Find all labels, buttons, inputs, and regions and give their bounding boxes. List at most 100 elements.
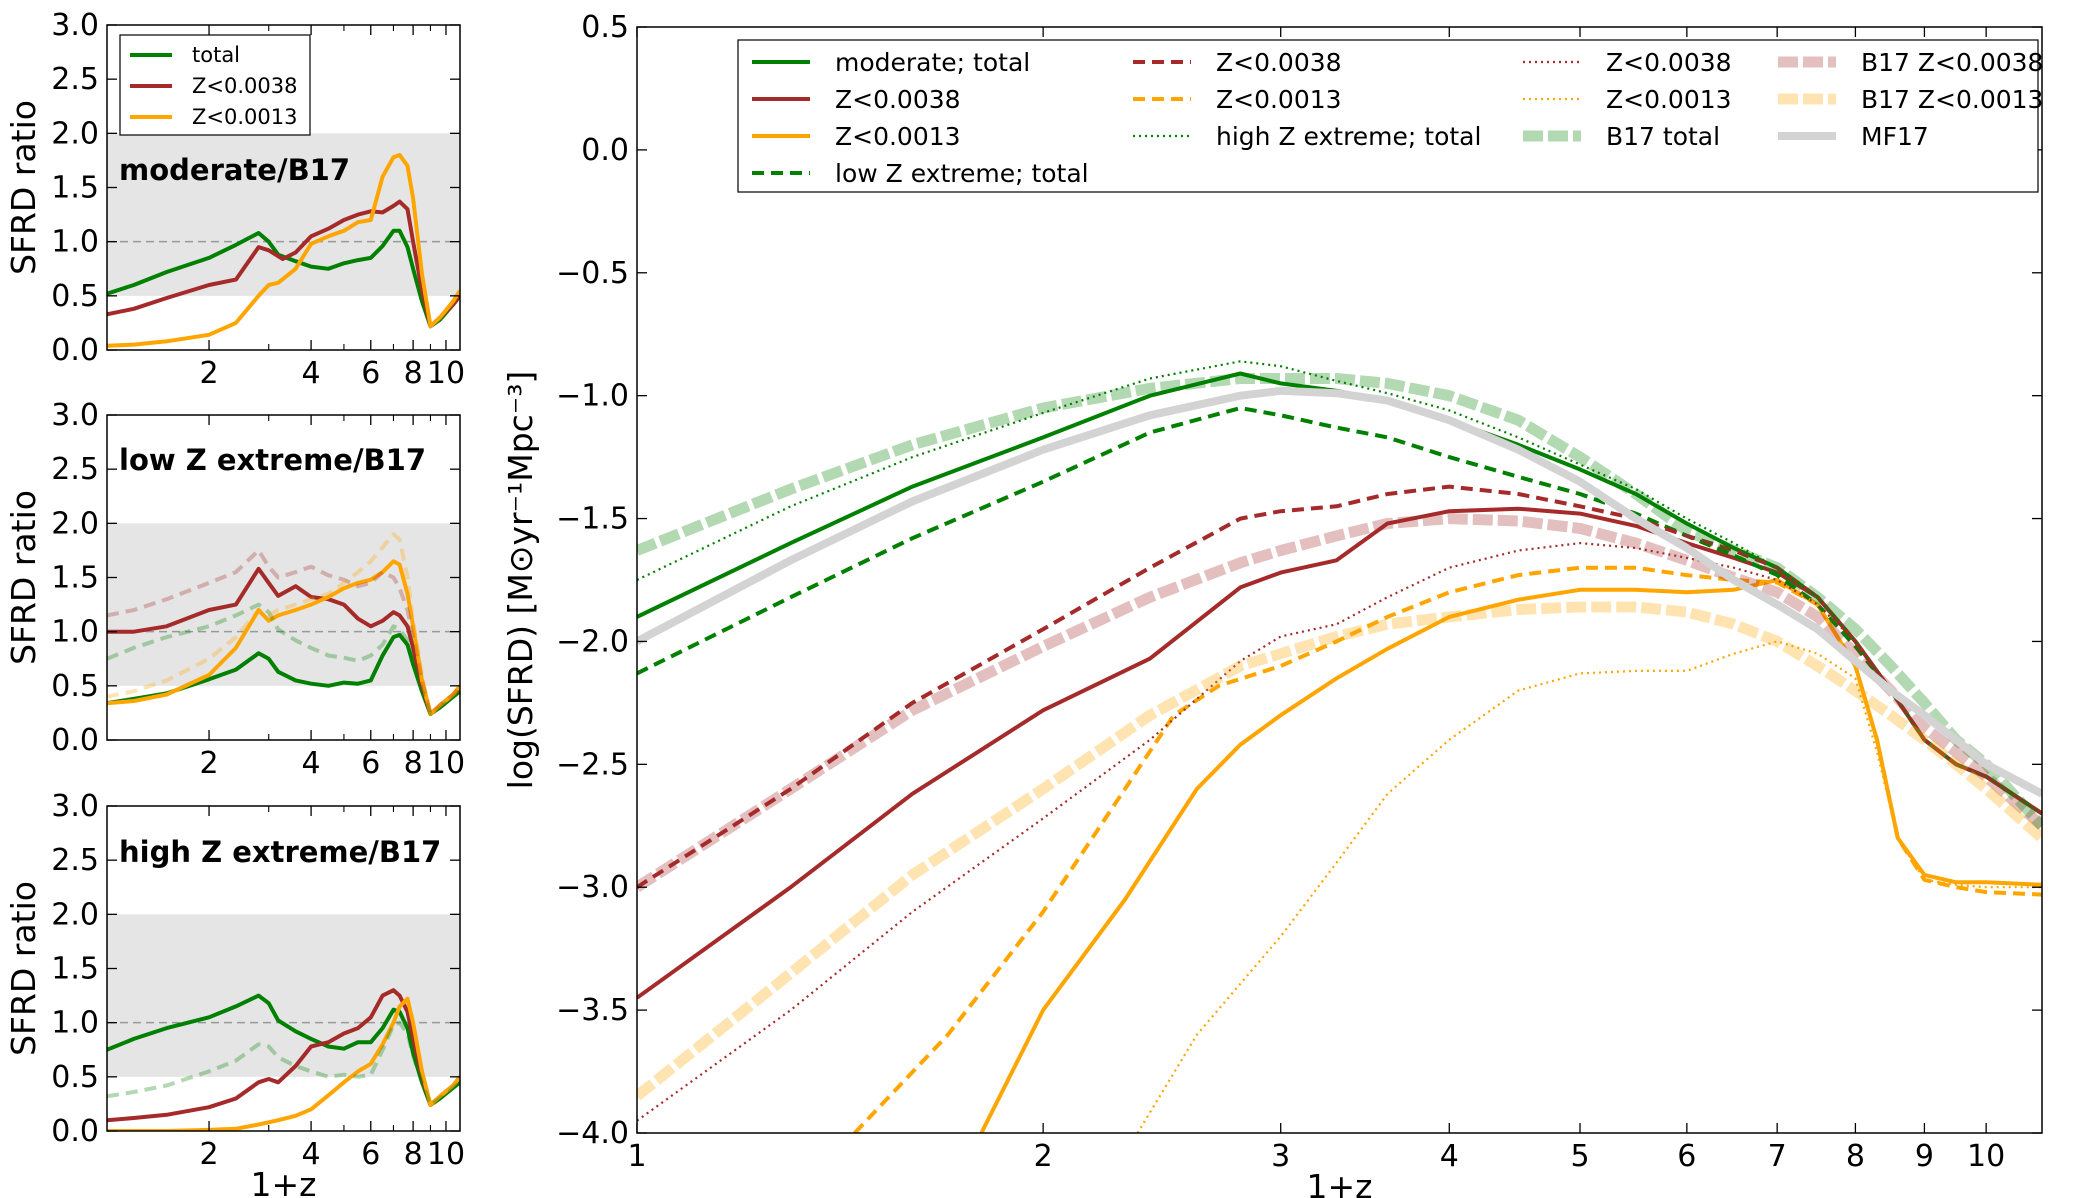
x-tick-label: 10 bbox=[427, 746, 465, 781]
chart-panel-0: 1 2 3 4 5 6 7 8 9 10 0.5 0.0 −0.5 −1.0 −1.5 −2.0 −2.5 −3.… bbox=[501, 10, 2043, 1198]
series-group bbox=[107, 153, 460, 348]
main-legend: moderate; total Z<0.0038 Z<0.0013 low Z ext… bbox=[737, 39, 2043, 193]
x-tick-label: 8 bbox=[1846, 1139, 1865, 1174]
main-legend-label: MF17 bbox=[1861, 122, 1929, 151]
panel-legend-label: Z<0.0038 bbox=[192, 74, 297, 98]
series-line-z-0-0013 bbox=[107, 559, 460, 716]
y-tick-label: −1.5 bbox=[556, 502, 629, 537]
main-legend-label: B17 Z<0.0038 bbox=[1861, 48, 2043, 77]
x-tick-label: 4 bbox=[302, 746, 321, 781]
x-tick-label: 10 bbox=[427, 1137, 465, 1172]
x-tick-label: 2 bbox=[199, 746, 218, 781]
panel-legend-label: total bbox=[192, 43, 240, 67]
series-line-high-z-total bbox=[107, 602, 460, 716]
x-tick-label: 9 bbox=[1915, 1139, 1934, 1174]
x-tick-label: 8 bbox=[404, 1137, 423, 1172]
series-line-high-z-extreme-total bbox=[637, 360, 2042, 815]
x-tick-label: 1 bbox=[627, 1139, 646, 1174]
series-line-high-z-z-0-0013 bbox=[107, 532, 460, 716]
x-tick-label: 2 bbox=[199, 356, 218, 391]
main-legend-label: Z<0.0038 bbox=[835, 85, 961, 114]
panel-legend: total Z<0.0038 Z<0.0013 bbox=[119, 34, 311, 136]
x-tick-label: 4 bbox=[302, 356, 321, 391]
main-legend-label: B17 total bbox=[1606, 122, 1720, 151]
series-line-high-z-z-0-0038 bbox=[107, 548, 460, 716]
y-tick-label: 0.0 bbox=[581, 133, 629, 168]
x-tick-label: 2 bbox=[199, 1137, 218, 1172]
y-axis-label: log(SFRD) [M⊙yr⁻¹Mpc⁻³] bbox=[501, 371, 540, 790]
x-tick-label: 4 bbox=[302, 1137, 321, 1172]
main-legend-label: Z<0.0013 bbox=[1606, 85, 1732, 114]
series-line-z-0-0013 bbox=[107, 153, 460, 348]
main-legend-box bbox=[737, 39, 2039, 193]
series-line-b17-z-0-0013 bbox=[637, 601, 2042, 1101]
main-legend-label: B17 Z<0.0013 bbox=[1861, 85, 2043, 114]
y-tick-label: −3.5 bbox=[556, 993, 629, 1028]
series-group bbox=[107, 988, 460, 1131]
y-tick-label: 1.5 bbox=[51, 171, 99, 206]
y-tick-label: 3.0 bbox=[51, 8, 99, 43]
series-line-z-0-0038 bbox=[107, 199, 460, 329]
panel-title: high Z extreme/B17 bbox=[119, 835, 441, 869]
y-tick-label: 1.0 bbox=[51, 1006, 99, 1041]
main-legend-label: Z<0.0038 bbox=[1216, 48, 1342, 77]
main-legend-label: moderate; total bbox=[835, 48, 1030, 77]
main-legend-label: high Z extreme; total bbox=[1216, 122, 1481, 151]
y-tick-label: 2.5 bbox=[51, 452, 99, 487]
series-line-z-0-0038 bbox=[637, 506, 2042, 1000]
y-tick-label: 2.0 bbox=[51, 897, 99, 932]
x-tick-label: 10 bbox=[1967, 1139, 2005, 1174]
main-legend-label: Z<0.0013 bbox=[1216, 85, 1342, 114]
x-tick-label: 6 bbox=[361, 1137, 380, 1172]
x-tick-label: 5 bbox=[1570, 1139, 1589, 1174]
x-tick-label: 7 bbox=[1768, 1139, 1787, 1174]
y-tick-label: 0.5 bbox=[581, 10, 629, 45]
y-tick-label: 2.0 bbox=[51, 116, 99, 151]
main-legend-label: Z<0.0038 bbox=[1606, 48, 1732, 77]
y-tick-label: 0.0 bbox=[51, 333, 99, 368]
y-tick-label: 0.5 bbox=[51, 1060, 99, 1095]
series-group bbox=[107, 532, 460, 716]
y-axis-label: SFRD ratio bbox=[4, 881, 43, 1056]
x-tick-label: 8 bbox=[404, 746, 423, 781]
series-line-total bbox=[107, 228, 460, 329]
series-line-b17-total bbox=[637, 373, 2042, 830]
shaded-band bbox=[107, 914, 460, 1077]
y-tick-label: 0.5 bbox=[51, 669, 99, 704]
y-tick-label: −2.0 bbox=[556, 624, 629, 659]
panel-title: low Z extreme/B17 bbox=[119, 443, 426, 477]
chart-panel-2: 2 4 6 8 10 0.0 0.5 1.0 1.5 2.0 2.5 3.0 SFRD ratio low… bbox=[4, 398, 465, 781]
main-legend-label: low Z extreme; total bbox=[835, 159, 1089, 188]
y-tick-label: 0.5 bbox=[51, 279, 99, 314]
chart-panel-1: 2 4 6 8 10 0.0 0.5 1.0 1.5 2.0 2.5 3.0 SFRD ratio mod… bbox=[4, 8, 465, 391]
y-tick-label: −4.0 bbox=[556, 1116, 629, 1151]
x-tick-label: 6 bbox=[361, 746, 380, 781]
x-tick-label: 4 bbox=[1440, 1139, 1459, 1174]
y-tick-label: −1.0 bbox=[556, 379, 629, 414]
series-line-z-0-0038 bbox=[637, 484, 2042, 889]
x-tick-label: 8 bbox=[404, 356, 423, 391]
y-tick-label: 1.0 bbox=[51, 225, 99, 260]
y-tick-label: 3.0 bbox=[51, 789, 99, 824]
y-tick-label: 1.5 bbox=[51, 952, 99, 987]
panel-legend-label: Z<0.0013 bbox=[192, 105, 297, 129]
shaded-band bbox=[107, 523, 460, 686]
series-line-z-0-0038 bbox=[637, 542, 2042, 1122]
x-tick-label: 6 bbox=[1677, 1139, 1696, 1174]
x-tick-label: 2 bbox=[1034, 1139, 1053, 1174]
x-tick-label: 10 bbox=[427, 356, 465, 391]
y-tick-label: 2.5 bbox=[51, 62, 99, 97]
y-tick-label: −2.5 bbox=[556, 747, 629, 782]
x-axis-label: 1+z bbox=[1307, 1167, 1373, 1198]
y-tick-label: −3.0 bbox=[556, 870, 629, 905]
y-tick-label: 3.0 bbox=[51, 398, 99, 433]
y-tick-label: 0.0 bbox=[51, 723, 99, 758]
x-tick-label: 6 bbox=[361, 356, 380, 391]
y-axis-label: SFRD ratio bbox=[4, 100, 43, 275]
main-legend-label: Z<0.0013 bbox=[835, 122, 961, 151]
series-line-b17-z-0-0038 bbox=[637, 513, 2042, 892]
axes-frame bbox=[636, 26, 2043, 1134]
y-axis-label: SFRD ratio bbox=[4, 490, 43, 665]
y-tick-label: 2.0 bbox=[51, 506, 99, 541]
